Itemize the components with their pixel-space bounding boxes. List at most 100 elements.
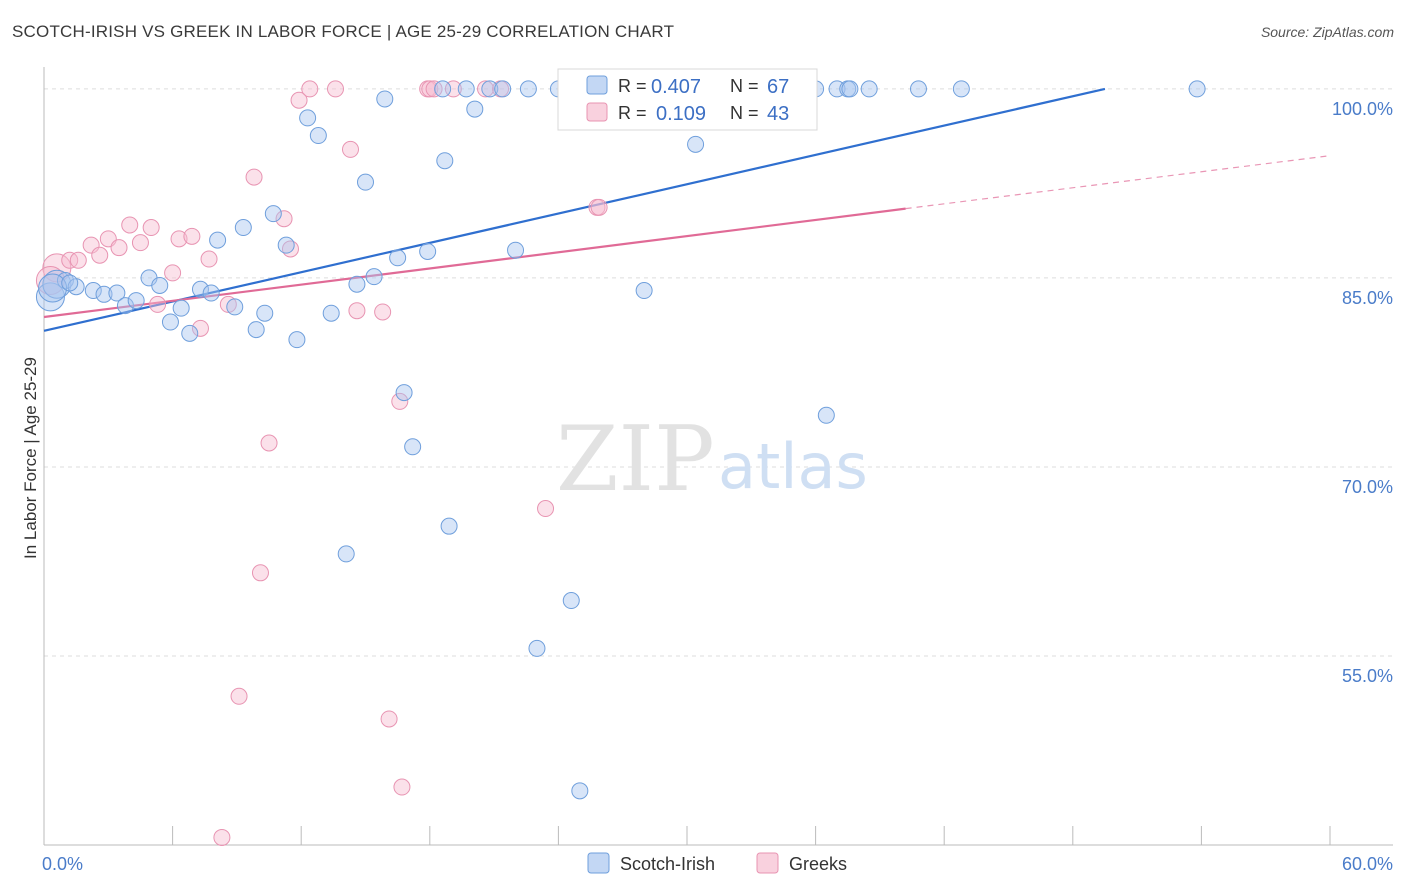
y-axis-label: In Labor Force | Age 25-29: [21, 357, 40, 559]
scotch-irish-point: [457, 80, 475, 98]
legend-r-label-1: R =: [618, 76, 647, 96]
y-tick-label-100: 100.0%: [1332, 99, 1393, 119]
scotch-irish-point: [562, 592, 580, 610]
greeks-point: [131, 234, 149, 252]
legend-n-label-1: N =: [730, 76, 759, 96]
y-tick-label-70: 70.0%: [1342, 477, 1393, 497]
scotch-irish-point: [817, 406, 835, 424]
scotch-irish-point: [348, 275, 366, 293]
greeks-point: [391, 392, 409, 410]
watermark-zip: ZIP: [556, 407, 715, 512]
x-tick-label-max: 60.0%: [1342, 854, 1393, 874]
scotch-irish-point: [264, 205, 282, 223]
greeks-point: [275, 210, 293, 228]
scotch-irish-point: [357, 173, 374, 191]
scotch-irish-point: [528, 639, 546, 657]
correlation-legend: R = 0.407 N = 67 R = 0.109 N = 43: [557, 68, 818, 131]
greeks-point: [69, 251, 87, 269]
y-tick-labels: 100.0% 85.0% 70.0% 55.0%: [1332, 99, 1393, 686]
greeks-point: [537, 500, 555, 518]
legend-n-value-1: 67: [767, 76, 789, 98]
scotch-irish-point: [95, 285, 113, 303]
greeks-point: [170, 230, 188, 248]
scotch-irish-point: [61, 274, 79, 292]
scotch-irish-point: [519, 80, 537, 98]
scotch-irish-point: [288, 331, 306, 349]
scotch-irish-point: [234, 219, 252, 237]
greeks-point: [260, 434, 278, 452]
greeks-point: [91, 246, 109, 264]
scotch-irish-point: [419, 242, 437, 260]
axes: [43, 67, 1393, 846]
scotch-irish-point: [337, 545, 355, 563]
greeks-point: [374, 303, 392, 321]
scotch-irish-point: [436, 152, 454, 170]
scotch-irish-point: [687, 135, 705, 153]
greeks-point: [149, 295, 167, 313]
greeks-point: [380, 710, 398, 728]
greeks-point: [164, 264, 182, 282]
x-tick-label-min: 0.0%: [42, 854, 83, 874]
scotch-irish-point: [38, 273, 68, 303]
greeks-point: [590, 198, 608, 216]
scotch-irish-point: [116, 297, 134, 315]
greeks-point: [301, 80, 319, 98]
scotch-irish-point: [191, 280, 209, 298]
scotch-irish-point: [494, 80, 512, 98]
greeks-point: [142, 219, 160, 237]
scotch-irish-point: [209, 231, 227, 249]
scotch-irish-point: [404, 438, 422, 456]
greeks-point: [326, 80, 344, 98]
series-legend-label-scotch-irish: Scotch-Irish: [620, 854, 715, 874]
legend-r-label-2: R =: [618, 103, 647, 123]
legend-n-label-2: N =: [730, 103, 759, 123]
scotch-irish-point: [389, 249, 407, 267]
scotch-irish-point: [466, 100, 484, 118]
watermark-atlas: atlas: [718, 430, 868, 503]
scotch-irish-point: [952, 80, 970, 98]
series-legend: Scotch-Irish Greeks: [587, 852, 847, 874]
chart-title: SCOTCH-IRISH VS GREEK IN LABOR FORCE | A…: [12, 22, 675, 41]
greeks-point: [425, 80, 443, 98]
greeks-point: [245, 168, 263, 186]
scotch-irish-point: [434, 80, 452, 98]
legend-n-value-2: 43: [767, 103, 789, 125]
trend-line-greeks: [43, 207, 906, 319]
legend-swatch-blue: [586, 75, 608, 95]
scotch-irish-point: [841, 80, 859, 98]
scotch-irish-point: [440, 517, 458, 535]
trend-lines: [43, 87, 1331, 332]
greeks-point: [191, 319, 209, 337]
greeks-point: [393, 778, 411, 796]
greeks-point: [200, 250, 218, 268]
trend-line-scotch-irish: [43, 87, 1106, 332]
scotch-irish-point: [635, 282, 653, 300]
scotch-irish-point: [256, 304, 274, 322]
scotch-irish-point: [181, 324, 199, 342]
scotch-irish-point: [860, 80, 878, 98]
scotch-irish-point: [172, 299, 190, 317]
scotch-irish-point: [202, 284, 220, 302]
scotch-irish-point: [395, 384, 413, 402]
scotch-irish-point: [376, 90, 394, 108]
greeks-point: [183, 227, 201, 245]
trend-line-greeks-extension: [905, 155, 1331, 210]
series-legend-swatch-greeks: [756, 852, 779, 874]
greeks-point: [121, 216, 139, 234]
greeks-point: [213, 828, 231, 846]
scotch-irish-point: [481, 80, 499, 98]
scotch-irish-point: [322, 304, 340, 322]
scotch-irish-point: [247, 321, 265, 339]
scotch-irish-point: [84, 282, 102, 300]
greeks-point: [61, 251, 79, 269]
scotch-irish-point: [277, 236, 295, 254]
scotch-irish-point: [571, 782, 589, 800]
greeks-point: [110, 239, 128, 257]
scotch-irish-point: [127, 292, 145, 310]
greeks-point: [230, 687, 248, 705]
series-legend-label-greeks: Greeks: [789, 854, 847, 874]
scotch-irish-point: [1188, 80, 1206, 98]
greeks-point: [477, 80, 495, 98]
legend-r-value-1: 0.407: [651, 76, 701, 98]
